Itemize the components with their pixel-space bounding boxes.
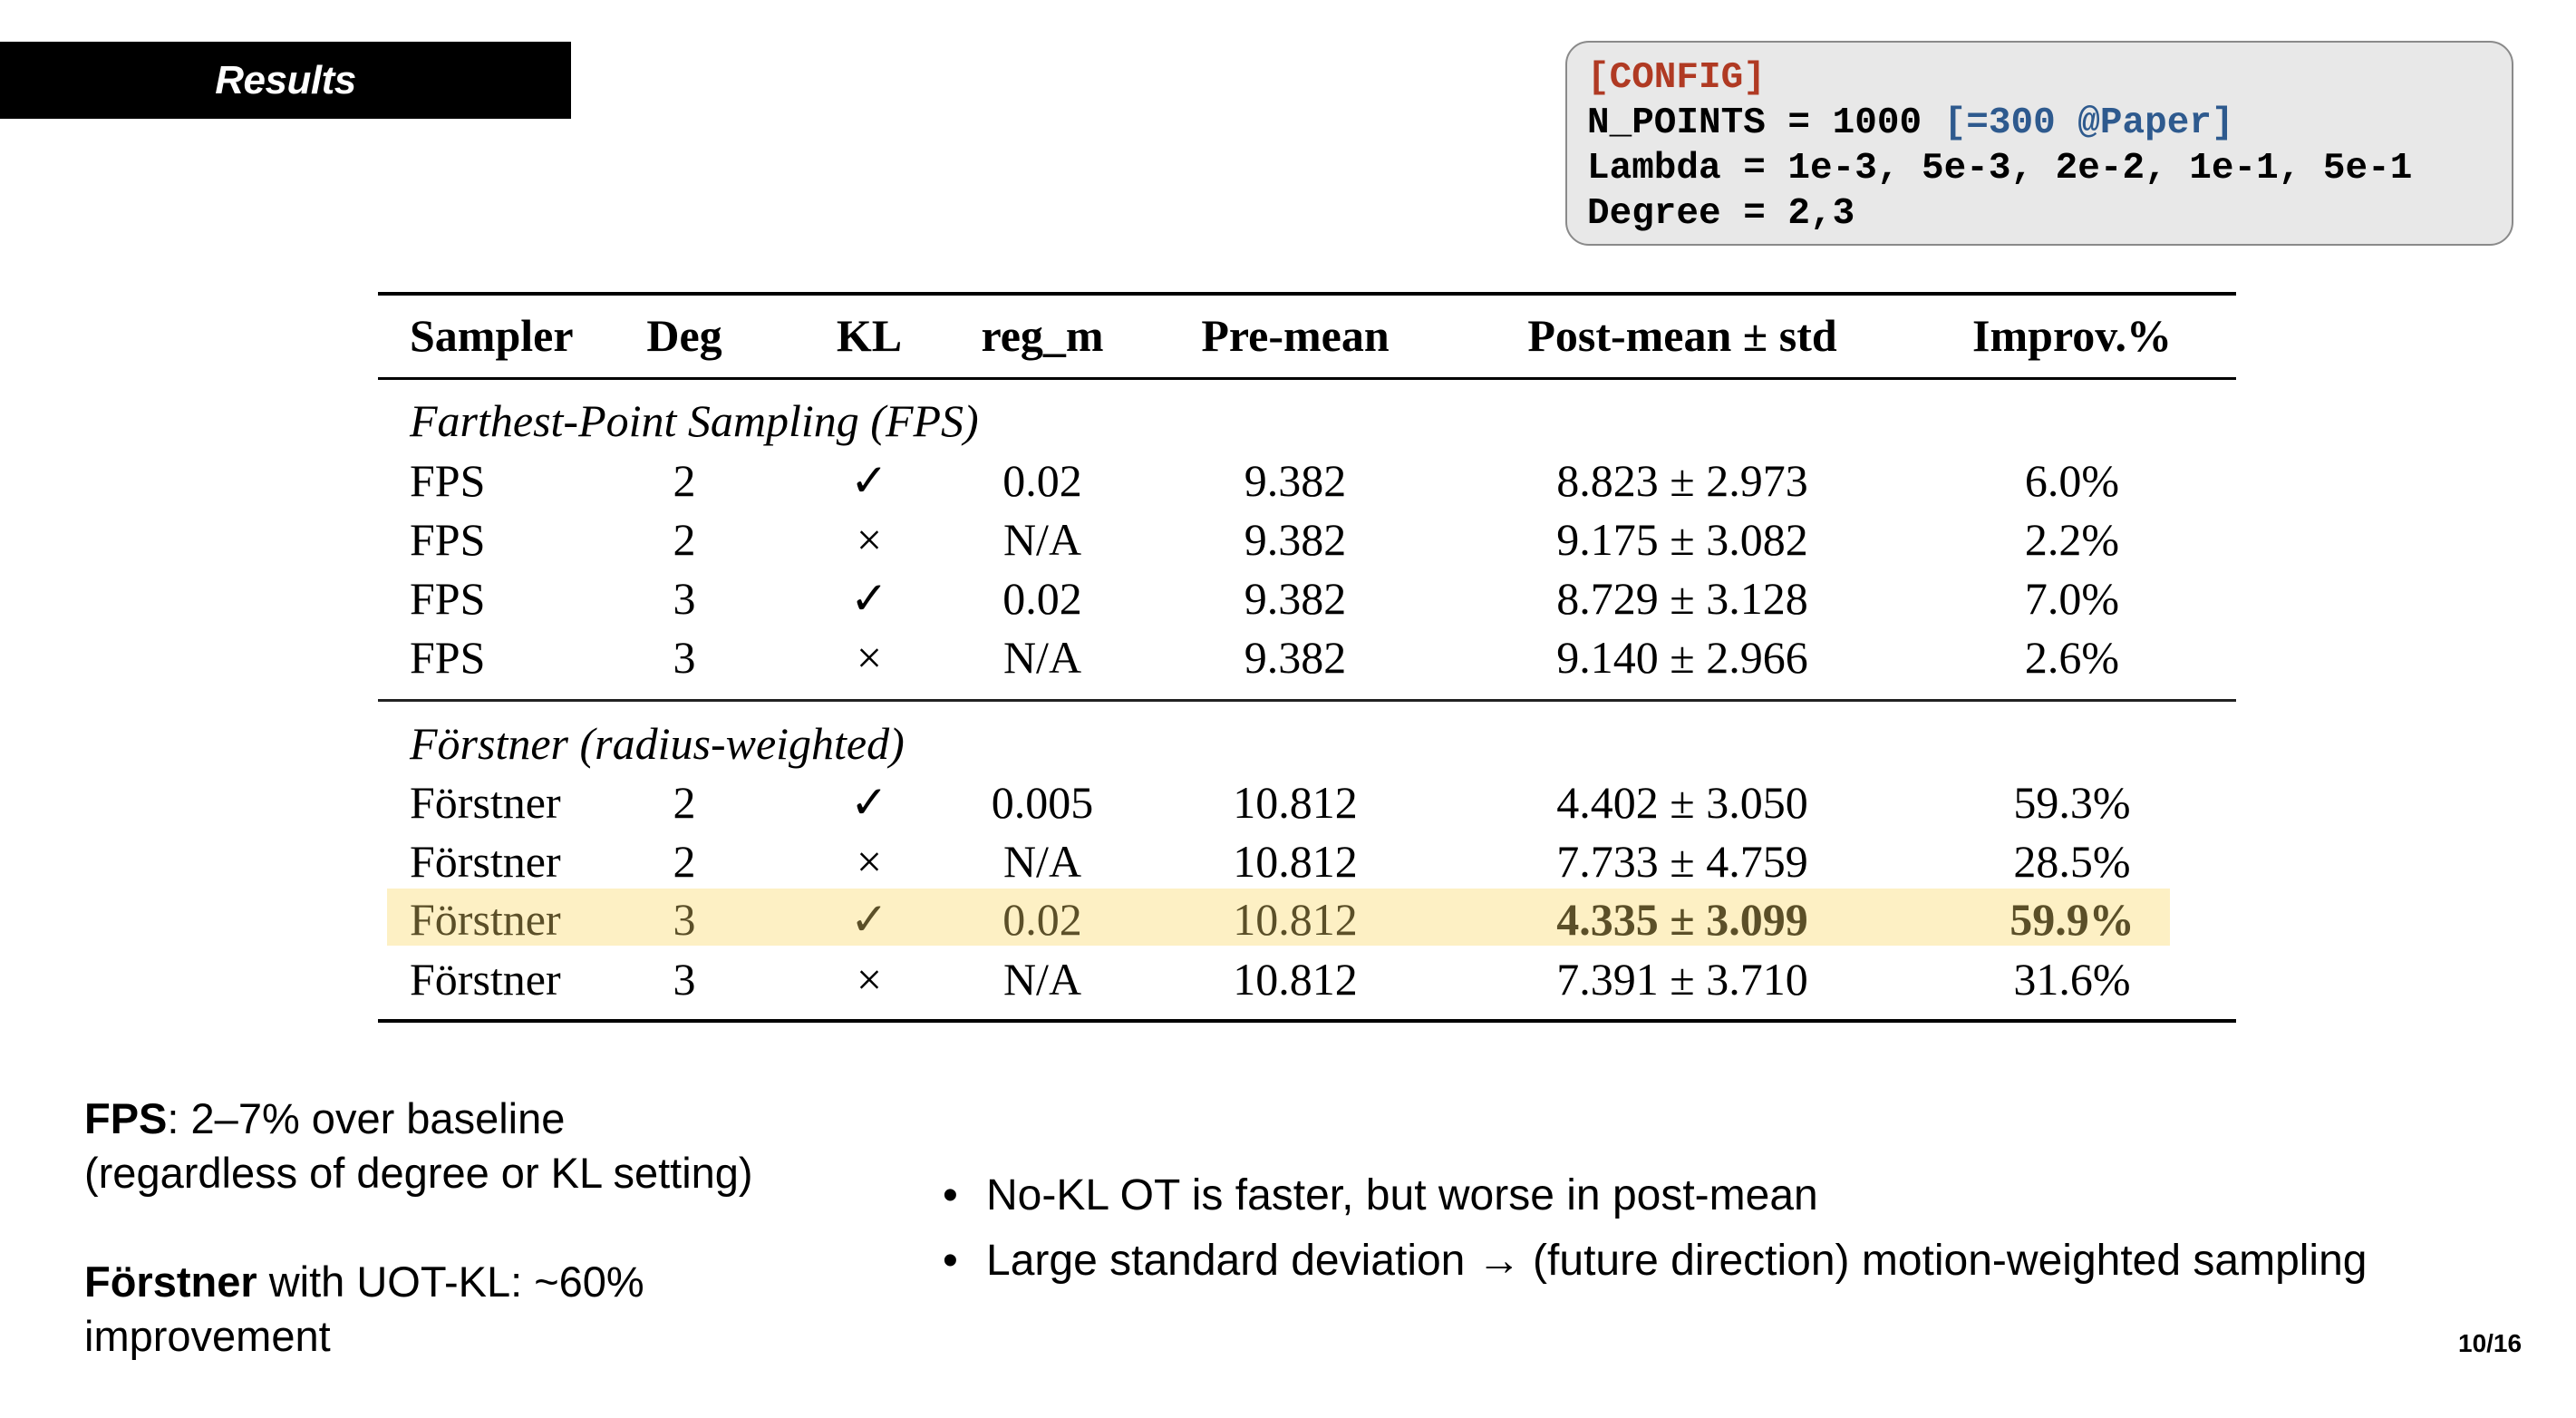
- cell-sampler: FPS: [410, 514, 486, 565]
- cell-sampler: FPS: [410, 573, 486, 624]
- summary-forstner-text: with UOT-KL: ~60%: [257, 1258, 644, 1306]
- section-title-fps: Farthest-Point Sampling (FPS): [410, 395, 979, 446]
- bullet-text: No-KL OT is faster, but worse in post-me…: [986, 1171, 1818, 1219]
- slide-title: Results: [215, 57, 356, 102]
- config-degree: Degree = 2,3: [1587, 193, 1855, 235]
- summary-forstner: Förstner with UOT-KL: ~60% improvement: [84, 1255, 753, 1364]
- page-number: 10/16: [2458, 1329, 2523, 1357]
- cell-sampler: Förstner: [410, 954, 561, 1005]
- bullet-item: • Large standard deviation → (future dir…: [943, 1229, 2367, 1294]
- bullet-text: Large standard deviation → (future direc…: [986, 1237, 2368, 1285]
- summary-forstner-label: Förstner: [84, 1258, 257, 1306]
- config-n-points: N_POINTS = 1000 [=300 @Paper]: [1587, 101, 2234, 146]
- table-bottom-rule: [378, 1019, 2236, 1023]
- bullet-icon: •: [943, 1171, 958, 1219]
- summary-fps: FPS: 2–7% over baseline (regardless of d…: [84, 1092, 753, 1200]
- bullet-icon: •: [943, 1237, 958, 1285]
- cell-sampler: Förstner: [410, 894, 561, 945]
- highlighted-row-background: [387, 889, 2170, 946]
- summary-fps-label: FPS: [84, 1094, 168, 1142]
- config-box: [CONFIG] N_POINTS = 1000 [=300 @Paper] L…: [1565, 41, 2513, 246]
- table-section-rule: [378, 699, 2236, 702]
- column-header-sampler: Sampler: [410, 310, 574, 361]
- config-header: [CONFIG]: [1587, 57, 1766, 99]
- table-top-rule: [378, 292, 2236, 296]
- config-lambda: Lambda = 1e-3, 5e-3, 2e-2, 1e-1, 5e-1: [1587, 148, 2413, 189]
- summary-fps-text: : 2–7% over baseline: [167, 1094, 566, 1142]
- summary-forstner-text2: improvement: [84, 1312, 331, 1360]
- summary-fps-text2: (regardless of degree or KL setting): [84, 1149, 753, 1197]
- config-n-points-value: N_POINTS = 1000: [1587, 102, 1944, 144]
- bullet-list: • No-KL OT is faster, but worse in post-…: [943, 1163, 2367, 1294]
- section-title-forstner: Förstner (radius-weighted): [410, 718, 905, 769]
- summary-text: FPS: 2–7% over baseline (regardless of d…: [84, 1092, 753, 1418]
- cell-sampler: FPS: [410, 455, 486, 506]
- results-table: Sampler Deg KL reg_m Pre-mean Post-mean …: [378, 292, 2236, 1025]
- bullet-item: • No-KL OT is faster, but worse in post-…: [943, 1163, 2367, 1229]
- table-header-rule: [378, 377, 2236, 380]
- cell-sampler: Förstner: [410, 836, 561, 887]
- slide-title-bar: Results: [0, 42, 571, 119]
- cell-sampler: Förstner: [410, 777, 561, 828]
- config-n-points-note: [=300 @Paper]: [1943, 102, 2234, 144]
- cell-sampler: FPS: [410, 632, 486, 683]
